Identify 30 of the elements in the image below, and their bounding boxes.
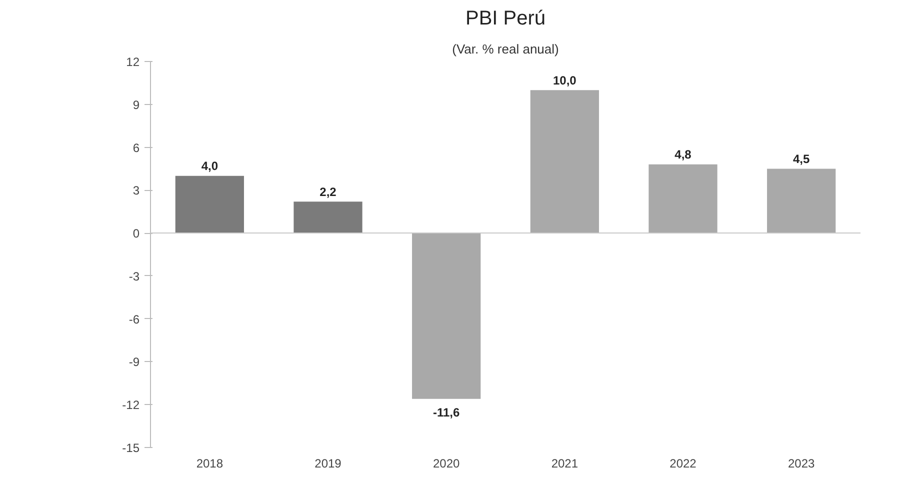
bar: [767, 168, 836, 234]
y-tick-label: 12: [126, 55, 140, 69]
chart-subtitle: (Var. % real anual): [452, 42, 559, 56]
data-label: 4,0: [201, 159, 218, 174]
data-label: 2,2: [320, 184, 337, 199]
x-tick-label: 2023: [788, 456, 816, 470]
y-tick-label: 9: [132, 98, 140, 112]
data-label: 4,8: [674, 148, 692, 162]
y-tick-label: -3: [128, 269, 140, 284]
y-tick-label: 6: [132, 140, 140, 155]
y-tick-label: -9: [128, 355, 140, 370]
bar: [648, 164, 718, 234]
x-tick-label: 2022: [670, 456, 697, 470]
data-label: 10,0: [552, 73, 577, 88]
x-tick-label: 2019: [314, 456, 342, 470]
y-tick-label: -12: [122, 398, 140, 412]
y-tick-label: 0: [132, 226, 140, 241]
y-tick-label: -6: [128, 312, 140, 326]
data-label: -11,6: [432, 405, 460, 420]
x-tick-label: 2021: [551, 456, 578, 470]
bar: [175, 176, 244, 234]
bar: [530, 90, 599, 234]
bar: [412, 233, 481, 399]
x-tick-label: 2020: [432, 456, 460, 470]
y-tick-label: 3: [132, 184, 140, 198]
bar: [294, 202, 362, 234]
chart-title: PBI Perú: [465, 8, 546, 30]
y-tick-label: -15: [122, 441, 140, 455]
x-tick-label: 2018: [196, 456, 224, 470]
data-label: 4,5: [792, 152, 810, 166]
